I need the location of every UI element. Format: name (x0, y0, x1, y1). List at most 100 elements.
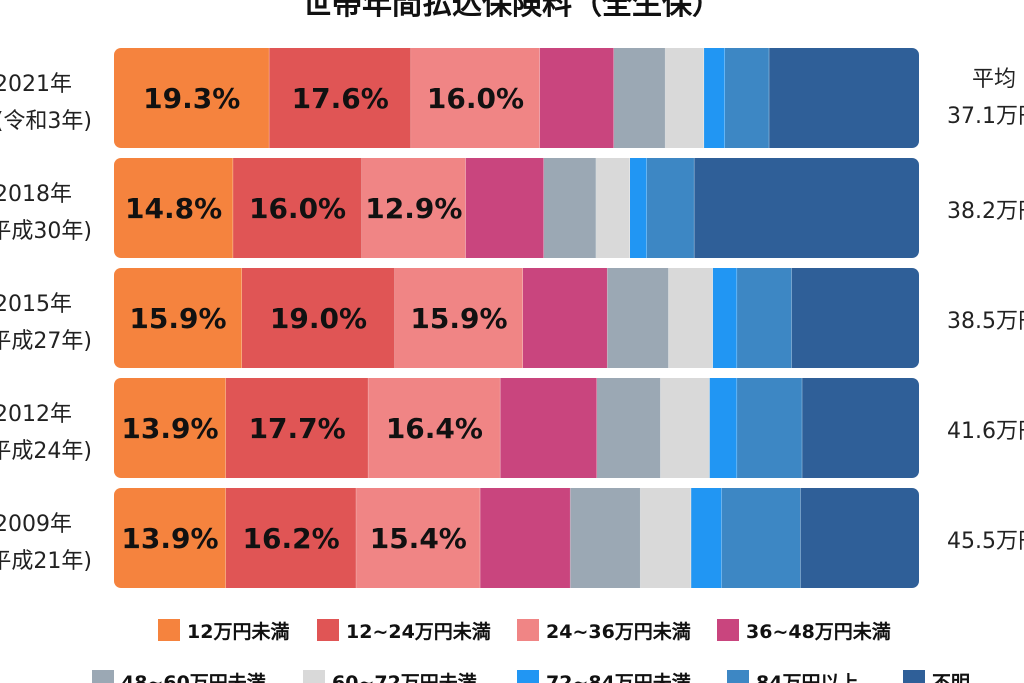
legend: 12万円未満 12~24万円未満 24~36万円未満 36~48万円未満 48~60万円… (92, 619, 970, 683)
segment-label: 17.6% (292, 82, 389, 115)
legend-swatch (903, 670, 925, 683)
legend-item: 24~36万円未満 (517, 619, 691, 643)
legend-swatch (517, 619, 539, 641)
row-label-year: 2012年 (0, 402, 72, 427)
segment-label: 15.4% (370, 522, 467, 555)
bar-segment (233, 158, 363, 258)
bar-segment (411, 48, 541, 148)
bar-segment (522, 268, 609, 368)
segment-label: 16.0% (249, 192, 346, 225)
legend-label: 72~84万円未満 (546, 671, 691, 683)
legend-label: 48~60万円未満 (121, 671, 266, 683)
average-value: 38.5万円 (947, 309, 1024, 334)
bar-segment (480, 488, 572, 588)
legend-swatch (517, 670, 539, 683)
bar-segment (691, 488, 723, 588)
row-label-era: (平成24年) (0, 439, 92, 464)
row-label-era: (平成27年) (0, 329, 92, 354)
bar-segment (570, 488, 642, 588)
chart-title: 世帯年間払込保険料（全生保） (302, 0, 722, 22)
bar-row-2021年 (114, 48, 919, 148)
legend-item: 12万円未満 (158, 619, 289, 643)
segment-label: 13.9% (121, 412, 218, 445)
average-value: 45.5万円 (947, 529, 1024, 554)
row-label-year: 2021年 (0, 72, 72, 97)
bar-segment (114, 488, 227, 588)
legend-label: 60~72万円未満 (332, 671, 477, 683)
bar-segment (597, 378, 662, 478)
bar-row-2012年 (114, 378, 919, 478)
bar-segment (712, 268, 738, 368)
segment-label: 15.9% (129, 302, 226, 335)
segment-label: 17.7% (249, 412, 346, 445)
legend-item: 60~72万円未満 (303, 670, 477, 683)
legend-label: 不明 (932, 672, 970, 683)
legend-item: 36~48万円未満 (717, 619, 891, 643)
legend-item: 84万円以上 (727, 670, 858, 683)
bar-segment (668, 268, 714, 368)
bar-segment (607, 268, 670, 368)
bar-segment (665, 48, 705, 148)
row-label-era: (平成30年) (0, 219, 92, 244)
segment-label: 19.3% (143, 82, 240, 115)
bars-group: 19.3% 17.6% 16.0% 14.8% 16.0% 12.9% 15.9% 19.0%… (114, 48, 919, 588)
bar-segment (114, 378, 227, 478)
segment-label: 14.8% (125, 192, 222, 225)
bar-segment (368, 378, 501, 478)
legend-swatch (303, 670, 325, 683)
bar-segment (225, 378, 369, 478)
row-label-year: 2015年 (0, 292, 72, 317)
bar-segment (465, 158, 545, 258)
legend-item: 不明 (903, 670, 970, 683)
bar-segment (269, 48, 412, 148)
bar-segment (737, 378, 803, 478)
bar-segment (646, 158, 696, 258)
legend-item: 12~24万円未満 (317, 619, 491, 643)
bar-segment (500, 378, 598, 478)
row-label-year: 2018年 (0, 182, 72, 207)
average-value: 37.1万円 (947, 104, 1024, 129)
bar-segment (596, 158, 631, 258)
legend-label: 24~36万円未満 (546, 620, 691, 643)
bar-segment (802, 378, 919, 478)
bar-segment (800, 488, 919, 588)
bar-segment (721, 488, 802, 588)
legend-label: 84万円以上 (756, 672, 858, 683)
bar-segment (660, 378, 711, 478)
average-value: 38.2万円 (947, 199, 1024, 224)
legend-swatch (158, 619, 180, 641)
bar-segment (724, 48, 770, 148)
bar-segment (394, 268, 524, 368)
bar-segment (709, 378, 738, 478)
segment-label: 16.4% (386, 412, 483, 445)
bar-segment (630, 158, 648, 258)
segment-label: 15.9% (410, 302, 507, 335)
bar-segment (361, 158, 467, 258)
bar-segment (694, 158, 919, 258)
average-header: 平均 (972, 67, 1016, 92)
legend-swatch (717, 619, 739, 641)
bar-segment (225, 488, 357, 588)
bar-segment (769, 48, 919, 148)
legend-swatch (92, 670, 114, 683)
row-labels-group: 2021年 (令和3年) 2018年 (平成30年) 2015年 (平成27年) 2012年… (0, 72, 92, 574)
legend-label: 12万円未満 (187, 620, 289, 643)
bar-segment (791, 268, 919, 368)
bar-segment (737, 268, 793, 368)
bar-segment (114, 48, 270, 148)
bar-segment (356, 488, 481, 588)
legend-item: 48~60万円未満 (92, 670, 266, 683)
legend-label: 12~24万円未満 (346, 620, 491, 643)
bar-segment (539, 48, 615, 148)
bar-segment (114, 268, 243, 368)
bar-segment (543, 158, 597, 258)
bar-row-2018年 (114, 158, 919, 258)
segment-label: 12.9% (365, 192, 462, 225)
average-labels-group: 37.1万円 38.2万円 38.5万円 41.6万円 45.5万円 平均 (947, 67, 1024, 554)
row-label-era: (平成21年) (0, 549, 92, 574)
row-label-year: 2009年 (0, 512, 72, 537)
legend-item: 72~84万円未満 (517, 670, 691, 683)
bar-segment (640, 488, 692, 588)
average-value: 41.6万円 (947, 419, 1024, 444)
